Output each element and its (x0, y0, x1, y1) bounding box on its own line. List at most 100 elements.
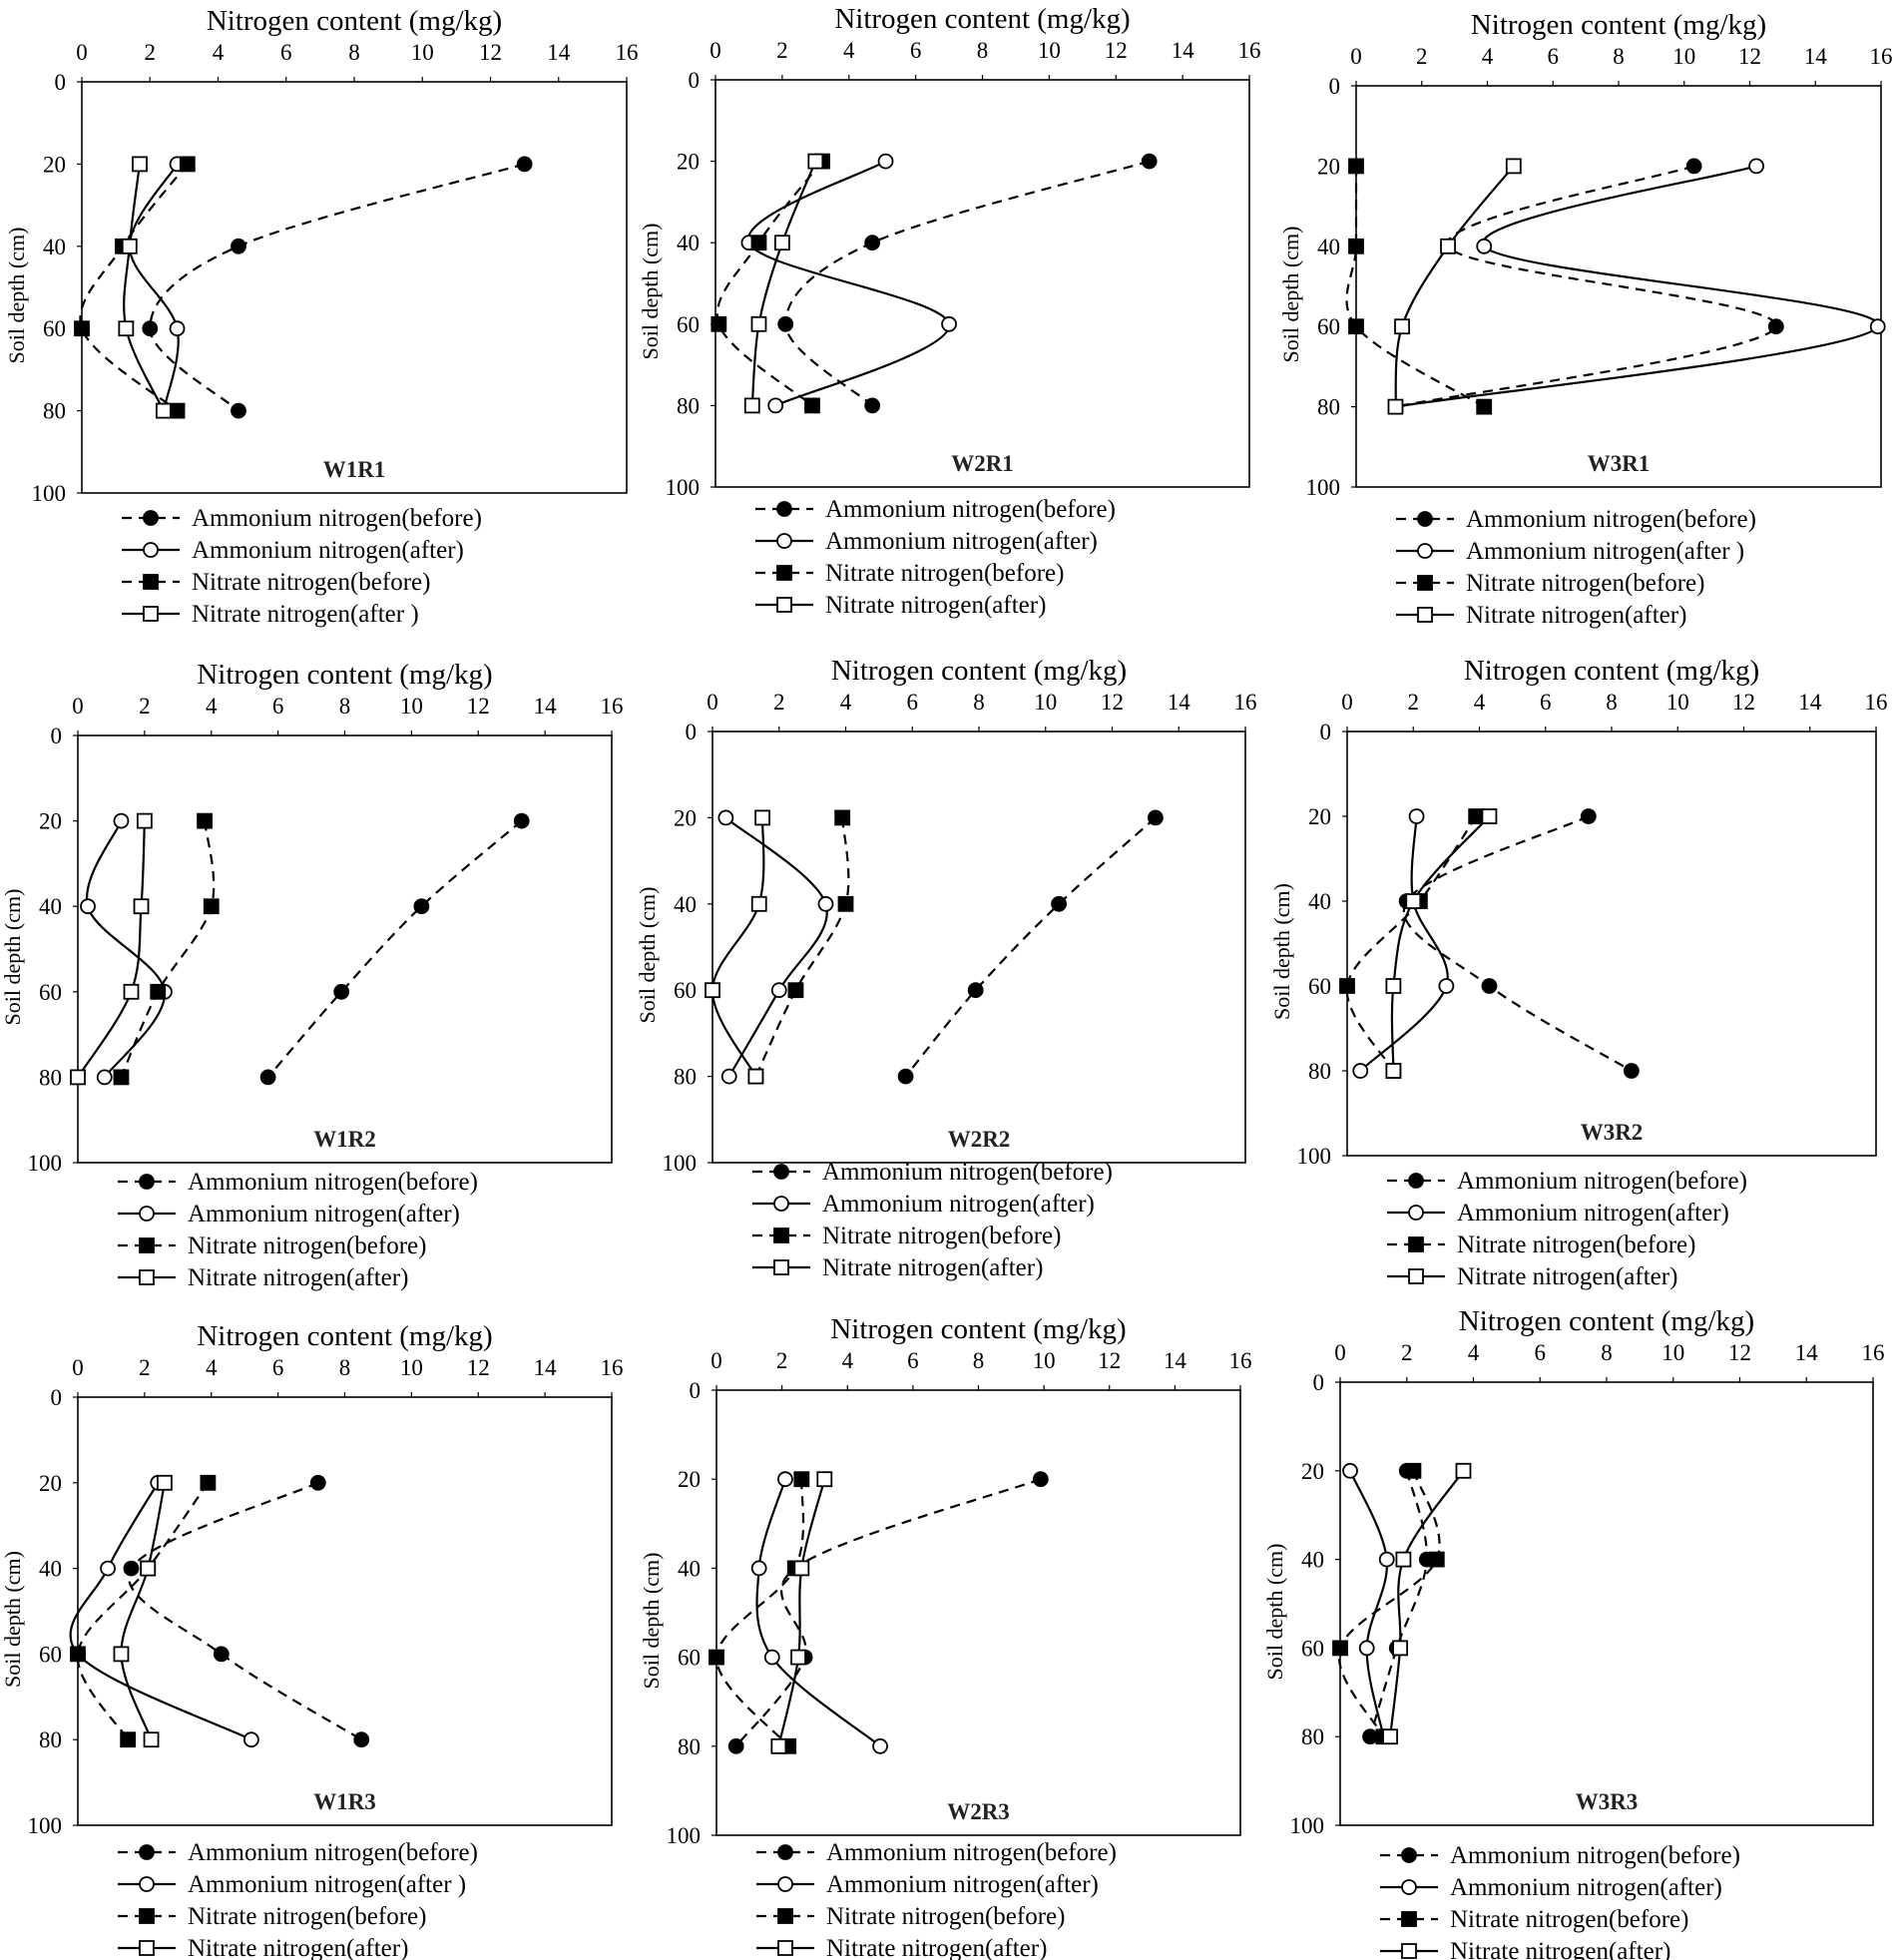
legend-label: Ammonium nitrogen(before) (192, 505, 482, 532)
chart-panel-w1r1: Nitrogen content (mg/kg) 0 2 4 6 8 10 12 14 16 0 20… (4, 5, 639, 628)
x-tick-label: 10 (1034, 690, 1057, 715)
legend: Ammonium nitrogen(before) Ammonium nitrog… (1380, 1842, 1740, 1960)
data-point (837, 895, 854, 912)
series-line (128, 1481, 362, 1741)
x-tick-label: 10 (1661, 1340, 1684, 1365)
series-ammonium-after (121, 156, 186, 419)
legend-label: Nitrate nitrogen(before) (188, 1232, 426, 1259)
y-tick-label: 60 (39, 1642, 62, 1667)
legend-marker (1417, 607, 1433, 623)
legend-label: Nitrate nitrogen(before) (1457, 1231, 1695, 1258)
data-point (1408, 808, 1425, 824)
series-nitrate-after (743, 153, 824, 414)
data-point (1395, 1551, 1412, 1568)
data-point (897, 1068, 914, 1085)
data-point (231, 238, 246, 254)
data-point (136, 812, 153, 829)
data-point (750, 235, 767, 251)
plot-frame (715, 1389, 1241, 1836)
series-line (904, 816, 1157, 1078)
data-point (121, 238, 138, 254)
x-tick-label: 4 (1468, 1340, 1480, 1365)
y-tick-label: 40 (678, 1556, 701, 1581)
series-line (1348, 1470, 1388, 1737)
series-line (711, 817, 765, 1078)
data-point (787, 982, 804, 999)
series-line (1403, 815, 1633, 1072)
series-line (777, 1478, 826, 1747)
data-point (1385, 978, 1402, 994)
y-tick-label: 60 (674, 978, 697, 1003)
data-point (1481, 978, 1498, 994)
series-ammonium-after (750, 1471, 888, 1754)
y-tick-label: 80 (39, 1727, 62, 1752)
data-point (705, 982, 720, 999)
series-line (1359, 815, 1449, 1072)
data-point (80, 898, 96, 915)
x-tick-label: 14 (547, 40, 571, 65)
series-nitrate-before (1345, 158, 1493, 415)
x-tick-label: 6 (272, 1355, 284, 1380)
legend-label: Ammonium nitrogen(after) (192, 537, 464, 564)
data-point (717, 809, 734, 826)
y-tick-label: 0 (51, 724, 63, 748)
legend-label: Ammonium nitrogen(before) (826, 1839, 1117, 1866)
y-tick-label: 60 (677, 312, 700, 337)
y-tick-label: 0 (690, 1378, 702, 1403)
data-point (203, 898, 220, 915)
data-point (872, 1737, 888, 1754)
data-point (777, 315, 794, 332)
y-tick-label: 60 (678, 1646, 701, 1671)
data-point (242, 1731, 259, 1748)
data-point (804, 397, 820, 414)
legend-label: Nitrate nitrogen(after) (188, 1935, 408, 1960)
x-tick-label: 2 (776, 1348, 788, 1373)
y-tick-label: 100 (663, 1151, 698, 1176)
x-tick-label: 8 (339, 1355, 351, 1380)
x-tick-label: 4 (842, 1348, 854, 1373)
series-ammonium-before (259, 812, 530, 1086)
legend-label: Ammonium nitrogen(after) (825, 528, 1098, 555)
y-tick-label: 60 (1301, 1636, 1324, 1661)
series-line (76, 1482, 210, 1740)
y-axis-title: Soil depth (cm) (635, 887, 660, 1024)
series-nitrate-after (1385, 808, 1498, 1079)
legend-label: Nitrate nitrogen(before) (822, 1223, 1061, 1249)
legend-label: Ammonium nitrogen(after) (188, 1201, 460, 1227)
legend-label: Nitrate nitrogen(after) (1450, 1938, 1670, 1960)
panel-title: W3R3 (1576, 1789, 1639, 1814)
x-tick-label: 12 (1105, 38, 1128, 63)
data-point (750, 315, 767, 332)
x-tick-label: 6 (1540, 690, 1552, 715)
data-point (1481, 808, 1498, 824)
series-line (1345, 166, 1485, 408)
y-tick-label: 20 (1301, 1459, 1324, 1484)
x-tick-label: 2 (776, 38, 788, 63)
plot-frame (77, 735, 613, 1164)
legend-label: Nitrate nitrogen(before) (1466, 570, 1704, 597)
data-point (74, 320, 90, 337)
data-point (150, 983, 167, 1000)
data-point (864, 235, 881, 251)
data-point (259, 1069, 276, 1086)
series-line (120, 820, 216, 1078)
legend-label: Ammonium nitrogen(after ) (188, 1871, 466, 1898)
legend-marker (1401, 1879, 1417, 1895)
series-nitrate-after (1387, 158, 1522, 415)
data-point (727, 1737, 744, 1754)
y-tick-label: 100 (32, 481, 67, 506)
x-axis-title: Nitrogen content (mg/kg) (834, 3, 1130, 35)
data-point (1147, 809, 1164, 826)
y-tick-label: 40 (1308, 889, 1331, 914)
series-line (1337, 1470, 1441, 1737)
data-point (1358, 1640, 1375, 1657)
legend-label: Ammonium nitrogen(before) (188, 1169, 478, 1196)
legend-marker (143, 574, 159, 590)
series-nitrate-before (1332, 1462, 1445, 1745)
legend-label: Ammonium nitrogen(after) (822, 1191, 1095, 1218)
data-point (1385, 1063, 1402, 1079)
legend-marker (1401, 1847, 1417, 1863)
x-tick-label: 16 (601, 694, 624, 719)
data-point (113, 1069, 130, 1086)
series-nitrate-after (70, 812, 153, 1086)
